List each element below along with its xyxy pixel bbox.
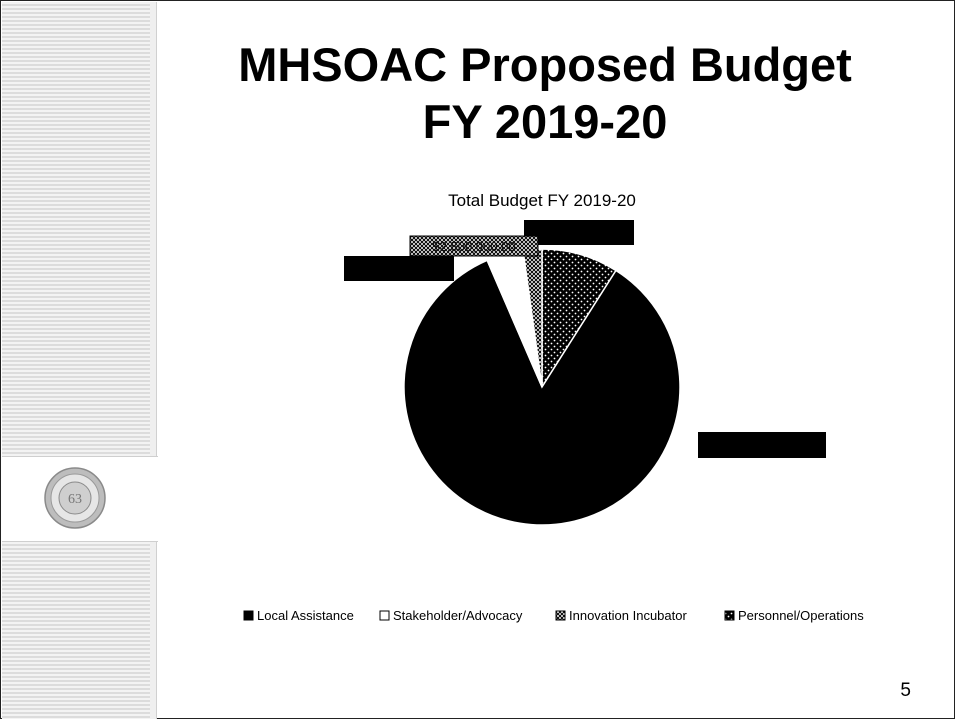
redacted-label-local-assistance [698, 432, 826, 458]
chart-title: Total Budget FY 2019-20 [448, 191, 636, 210]
side-strip-edge [150, 2, 157, 719]
page-number: 5 [900, 680, 911, 701]
legend-label-local-assistance: Local Assistance [257, 608, 354, 623]
pie-slices [403, 248, 681, 526]
legend-label-stakeholder-advocacy: Stakeholder/Advocacy [393, 608, 523, 623]
innovation-incubator-value-label: $2,500,000.00 [432, 239, 515, 254]
redacted-label-stakeholder [344, 256, 454, 281]
legend-swatch-local-assistance [243, 610, 254, 621]
budget-pie-chart: Total Budget FY 2019-20 $2,500,000.00 Lo… [243, 191, 864, 623]
legend-swatch-innovation-incubator [555, 610, 566, 621]
decorative-side-strip [2, 2, 152, 719]
slide-title: MHSOAC Proposed Budget FY 2019-20 [160, 36, 930, 150]
legend-label-personnel-operations: Personnel/Operations [738, 608, 864, 623]
mental-health-seal-logo: 63 [44, 467, 106, 529]
chart-legend: Local Assistance Stakeholder/Advocacy Inno… [243, 608, 864, 623]
pie-slice-local-assistance [403, 259, 681, 526]
legend-label-innovation-incubator: Innovation Incubator [569, 608, 687, 623]
title-line-1: MHSOAC Proposed Budget [238, 38, 852, 91]
data-label-innovation-incubator: $2,500,000.00 [409, 235, 539, 257]
legend-swatch-stakeholder-advocacy [379, 610, 390, 621]
redacted-label-personnel [524, 220, 634, 245]
svg-text:63: 63 [68, 492, 82, 507]
title-line-2: FY 2019-20 [422, 95, 668, 148]
legend-swatch-personnel-operations [724, 610, 735, 621]
